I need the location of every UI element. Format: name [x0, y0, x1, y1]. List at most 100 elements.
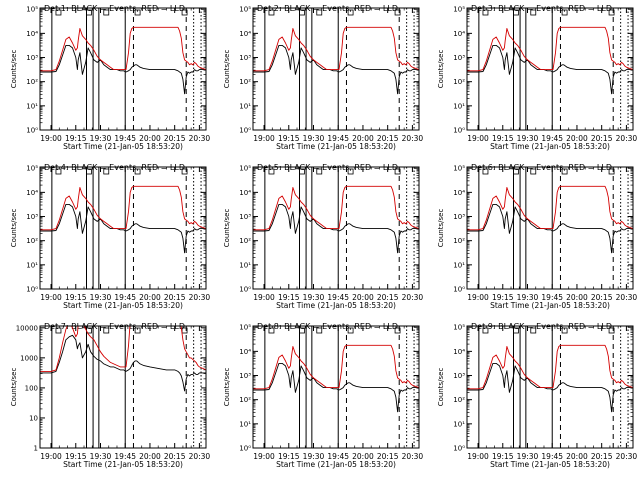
flag-marker [299, 327, 305, 334]
y-tick-label: 10³ [239, 372, 251, 380]
flag-marker [513, 327, 519, 334]
x-tick-label: 19:00 [467, 134, 489, 143]
y-tick-label: 10⁵ [453, 324, 465, 332]
flag-marker [316, 168, 323, 175]
x-tick-label: 19:45 [327, 293, 349, 302]
x-tick-label: 20:15 [591, 293, 613, 302]
x-tick-label: 20:00 [566, 452, 588, 461]
flag-marker [561, 9, 568, 16]
y-tick-label: 10⁰ [453, 445, 465, 453]
y-tick-label: 10² [26, 237, 38, 245]
x-tick-label: 19:15 [278, 293, 300, 302]
panel-det-4: Det 4: BLACK = Events, RED = LLD10⁰10¹10… [10, 163, 210, 310]
plot-frame [252, 325, 420, 449]
flag-marker [181, 9, 188, 16]
y-tick-label: 10⁵ [239, 6, 251, 14]
flag-marker [103, 9, 110, 16]
y-axis-title: Counts/sec [437, 50, 445, 89]
y-tick-label: 10³ [26, 213, 38, 221]
events-series-line [253, 203, 419, 254]
x-tick-label: 19:45 [327, 452, 349, 461]
flag-marker [513, 168, 519, 175]
x-axis-title: Start Time (21-Jan-05 18:53:20) [63, 460, 183, 469]
plot-frame [39, 7, 207, 131]
y-tick-label: 1000 [20, 354, 38, 362]
flag-marker [86, 168, 92, 175]
y-tick-label: 10³ [239, 213, 251, 221]
y-tick-label: 10⁵ [453, 6, 465, 14]
flag-marker [482, 9, 489, 16]
x-tick-label: 20:30 [402, 134, 424, 143]
y-tick-label: 10000 [16, 324, 38, 332]
flag-marker [316, 9, 323, 16]
x-tick-label: 19:30 [90, 452, 112, 461]
y-axis-title: Counts/sec [10, 50, 18, 89]
y-tick-label: 100 [25, 384, 38, 392]
y-axis-title: Counts/sec [223, 368, 231, 407]
y-tick-label: 10¹ [453, 261, 465, 269]
flag-marker [268, 168, 275, 175]
y-tick-label: 10² [239, 78, 251, 86]
flag-marker [316, 327, 323, 334]
x-axis-title: Start Time (21-Jan-05 18:53:20) [63, 301, 183, 310]
series-group [467, 26, 633, 95]
x-tick-label: 20:15 [377, 134, 399, 143]
x-tick-label: 19:30 [90, 293, 112, 302]
y-tick-label: 10⁰ [239, 127, 251, 135]
x-tick-label: 19:30 [517, 134, 539, 143]
x-axis-title: Start Time (21-Jan-05 18:53:20) [276, 301, 396, 310]
y-tick-label: 10⁵ [453, 165, 465, 173]
events-series-line [467, 203, 633, 254]
x-tick-label: 19:00 [253, 293, 275, 302]
x-tick-label: 20:15 [377, 452, 399, 461]
y-axis-title: Counts/sec [10, 209, 18, 248]
plot-frame [466, 325, 634, 449]
events-series-line [40, 203, 206, 254]
y-tick-label: 10⁴ [453, 30, 465, 38]
panel-det-5: Det 5: BLACK = Events, RED = LLD10⁰10¹10… [223, 163, 423, 310]
flag-marker [268, 9, 275, 16]
flag-marker [608, 9, 615, 16]
y-tick-label: 10⁵ [239, 324, 251, 332]
flag-marker [55, 168, 62, 175]
x-tick-label: 20:15 [164, 452, 186, 461]
x-tick-label: 19:30 [303, 134, 325, 143]
y-axis-title: Counts/sec [437, 209, 445, 248]
x-tick-label: 20:00 [566, 134, 588, 143]
y-tick-label: 10³ [26, 54, 38, 62]
events-series-line [40, 334, 206, 392]
flag-marker [347, 9, 354, 16]
x-tick-label: 19:30 [517, 293, 539, 302]
flag-marker [394, 9, 401, 16]
y-tick-label: 10⁰ [239, 445, 251, 453]
y-tick-label: 10³ [239, 54, 251, 62]
x-tick-label: 20:30 [189, 452, 211, 461]
x-tick-label: 20:15 [164, 134, 186, 143]
x-tick-label: 19:45 [541, 293, 563, 302]
x-tick-label: 19:15 [492, 452, 514, 461]
flag-marker [482, 168, 489, 175]
y-tick-label: 10⁵ [26, 6, 38, 14]
x-tick-label: 19:00 [467, 293, 489, 302]
y-tick-label: 10² [239, 237, 251, 245]
x-tick-label: 19:00 [253, 134, 275, 143]
y-tick-label: 10¹ [26, 261, 38, 269]
x-tick-label: 19:15 [492, 293, 514, 302]
x-tick-label: 20:30 [616, 134, 638, 143]
flag-marker [347, 327, 354, 334]
panel-det-9: Det 9: BLACK = Events, RED = LLD10⁰10¹10… [437, 322, 637, 469]
series-group [467, 185, 633, 254]
x-tick-label: 20:15 [164, 293, 186, 302]
x-axis-title: Start Time (21-Jan-05 18:53:20) [490, 301, 610, 310]
x-axis-title: Start Time (21-Jan-05 18:53:20) [276, 460, 396, 469]
x-tick-label: 20:15 [377, 293, 399, 302]
x-tick-label: 19:15 [492, 134, 514, 143]
x-tick-label: 20:30 [616, 293, 638, 302]
x-tick-label: 19:45 [114, 134, 136, 143]
flag-marker [55, 327, 62, 334]
y-tick-label: 10¹ [239, 261, 251, 269]
x-tick-label: 20:15 [591, 134, 613, 143]
flag-marker [299, 9, 305, 16]
y-tick-label: 10¹ [239, 420, 251, 428]
